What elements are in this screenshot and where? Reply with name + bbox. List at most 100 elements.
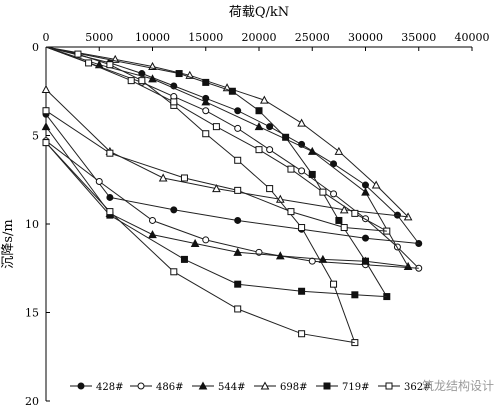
- watermark-text: 筑龙结构设计: [422, 378, 494, 393]
- y-tick-label: 15: [25, 307, 39, 320]
- data-point: [234, 124, 242, 132]
- data-point: [228, 87, 236, 95]
- chart-axes: [45, 46, 472, 401]
- data-point: [106, 193, 114, 201]
- x-tick-label: 35000: [401, 31, 436, 44]
- data-point: [340, 224, 348, 232]
- y-axis-title: 沉降s/m: [1, 219, 16, 268]
- x-axis-title: 荷载Q/kN: [229, 5, 289, 20]
- series-series-7: [42, 46, 391, 235]
- data-point: [259, 95, 269, 104]
- series-362#: [42, 46, 359, 347]
- data-point: [41, 84, 51, 93]
- x-tick-label: 30000: [348, 31, 383, 44]
- data-point: [158, 173, 168, 182]
- data-point: [351, 291, 359, 299]
- legend-label: 362#: [404, 382, 431, 393]
- x-tick-label: 10000: [135, 31, 170, 44]
- data-point: [149, 216, 156, 224]
- data-point: [95, 178, 103, 186]
- legend-marker: [77, 382, 85, 390]
- data-point: [180, 174, 188, 182]
- data-point: [234, 156, 242, 164]
- loading-curve: [45, 46, 388, 232]
- data-point: [275, 251, 285, 260]
- x-tick-label: 5000: [85, 31, 113, 44]
- data-point: [234, 186, 242, 194]
- loading-curve: [45, 46, 409, 218]
- legend-marker: [323, 382, 331, 390]
- data-point: [127, 77, 135, 85]
- data-point: [362, 257, 369, 265]
- data-point: [212, 123, 220, 131]
- data-point: [307, 146, 317, 155]
- data-point: [298, 330, 306, 338]
- series-544#: [41, 46, 413, 270]
- data-point: [74, 50, 82, 58]
- data-point: [287, 165, 295, 173]
- data-point: [330, 280, 338, 288]
- data-point: [319, 188, 327, 196]
- data-point: [234, 280, 242, 288]
- data-point: [212, 184, 221, 193]
- loading-curve: [45, 46, 420, 269]
- data-point: [202, 130, 210, 138]
- data-point: [362, 181, 369, 189]
- data-point: [234, 305, 242, 313]
- data-point: [202, 236, 210, 244]
- y-tick-label: 10: [25, 218, 39, 231]
- data-point: [85, 59, 93, 67]
- data-point: [266, 123, 274, 131]
- loading-curve: [45, 46, 420, 244]
- data-point: [335, 216, 343, 224]
- data-point: [202, 107, 210, 115]
- data-point: [106, 149, 114, 157]
- data-point: [298, 167, 306, 175]
- data-point: [148, 74, 157, 83]
- data-point: [318, 254, 328, 263]
- data-point: [42, 139, 50, 147]
- data-point: [106, 61, 114, 69]
- data-point: [266, 146, 274, 154]
- data-point: [180, 255, 188, 263]
- series-719#: [42, 46, 391, 301]
- data-point: [339, 205, 349, 214]
- loading-curve: [45, 46, 409, 267]
- data-point: [170, 98, 178, 106]
- x-tick-label: 40000: [455, 31, 490, 44]
- data-point: [202, 78, 210, 86]
- data-point: [287, 208, 295, 216]
- series-698#: [41, 46, 413, 221]
- legend-label: 544#: [218, 382, 245, 393]
- y-tick-label: 5: [32, 130, 39, 143]
- x-tick-label: 25000: [295, 31, 330, 44]
- data-point: [254, 122, 264, 131]
- data-point: [255, 107, 263, 115]
- chart-legend: 428# 486# 544# 698# 719# 362#: [70, 381, 431, 393]
- legend-label: 698#: [280, 382, 307, 393]
- data-point: [361, 187, 370, 196]
- y-tick-label: 20: [25, 395, 39, 408]
- data-point: [42, 107, 50, 115]
- data-point: [148, 230, 157, 239]
- legend-marker: [260, 381, 270, 390]
- data-point: [308, 170, 316, 178]
- chart-ticks: 0 5000 10000 15000 20000 25000 30000 35000 40000…: [25, 31, 490, 408]
- data-point: [41, 122, 51, 131]
- unloading-curve: [45, 140, 419, 269]
- data-point: [334, 146, 344, 155]
- y-tick-label: 0: [32, 41, 39, 54]
- unloading-curve: [45, 142, 355, 344]
- data-point: [362, 234, 369, 242]
- data-point: [330, 190, 338, 198]
- legend-marker: [385, 382, 393, 390]
- data-point: [371, 180, 381, 189]
- data-point: [233, 247, 243, 256]
- legend-marker: [198, 381, 208, 390]
- data-point: [298, 287, 306, 295]
- legend-label: 428#: [96, 382, 123, 393]
- unloading-curve: [45, 113, 419, 244]
- x-tick-label: 15000: [188, 31, 223, 44]
- chart-series: [41, 46, 423, 347]
